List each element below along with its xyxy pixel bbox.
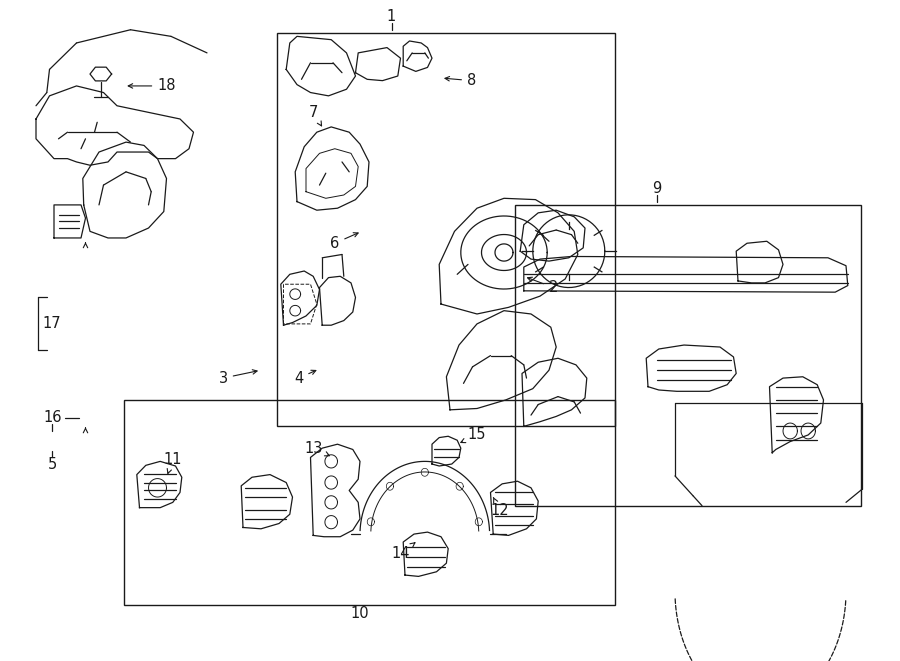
Text: 9: 9 xyxy=(652,181,662,196)
Text: 8: 8 xyxy=(445,73,476,88)
Text: 14: 14 xyxy=(392,543,415,561)
Text: 10: 10 xyxy=(351,606,369,621)
Bar xyxy=(124,400,615,605)
Bar xyxy=(515,205,861,506)
Bar xyxy=(277,33,615,426)
Text: 15: 15 xyxy=(461,428,486,443)
Text: 18: 18 xyxy=(128,79,176,93)
Text: 2: 2 xyxy=(527,277,558,295)
Text: 6: 6 xyxy=(330,233,358,251)
Text: 1: 1 xyxy=(387,9,396,24)
Text: 17: 17 xyxy=(43,317,61,331)
Text: 12: 12 xyxy=(491,498,508,518)
Text: 5: 5 xyxy=(48,457,57,471)
Text: 11: 11 xyxy=(164,452,182,473)
Text: 3: 3 xyxy=(219,369,257,385)
Text: 13: 13 xyxy=(304,441,329,456)
Text: 16: 16 xyxy=(43,410,61,425)
Text: 4: 4 xyxy=(294,370,316,385)
Text: 7: 7 xyxy=(309,105,321,126)
